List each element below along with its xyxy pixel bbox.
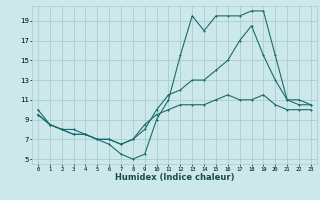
X-axis label: Humidex (Indice chaleur): Humidex (Indice chaleur) — [115, 173, 234, 182]
